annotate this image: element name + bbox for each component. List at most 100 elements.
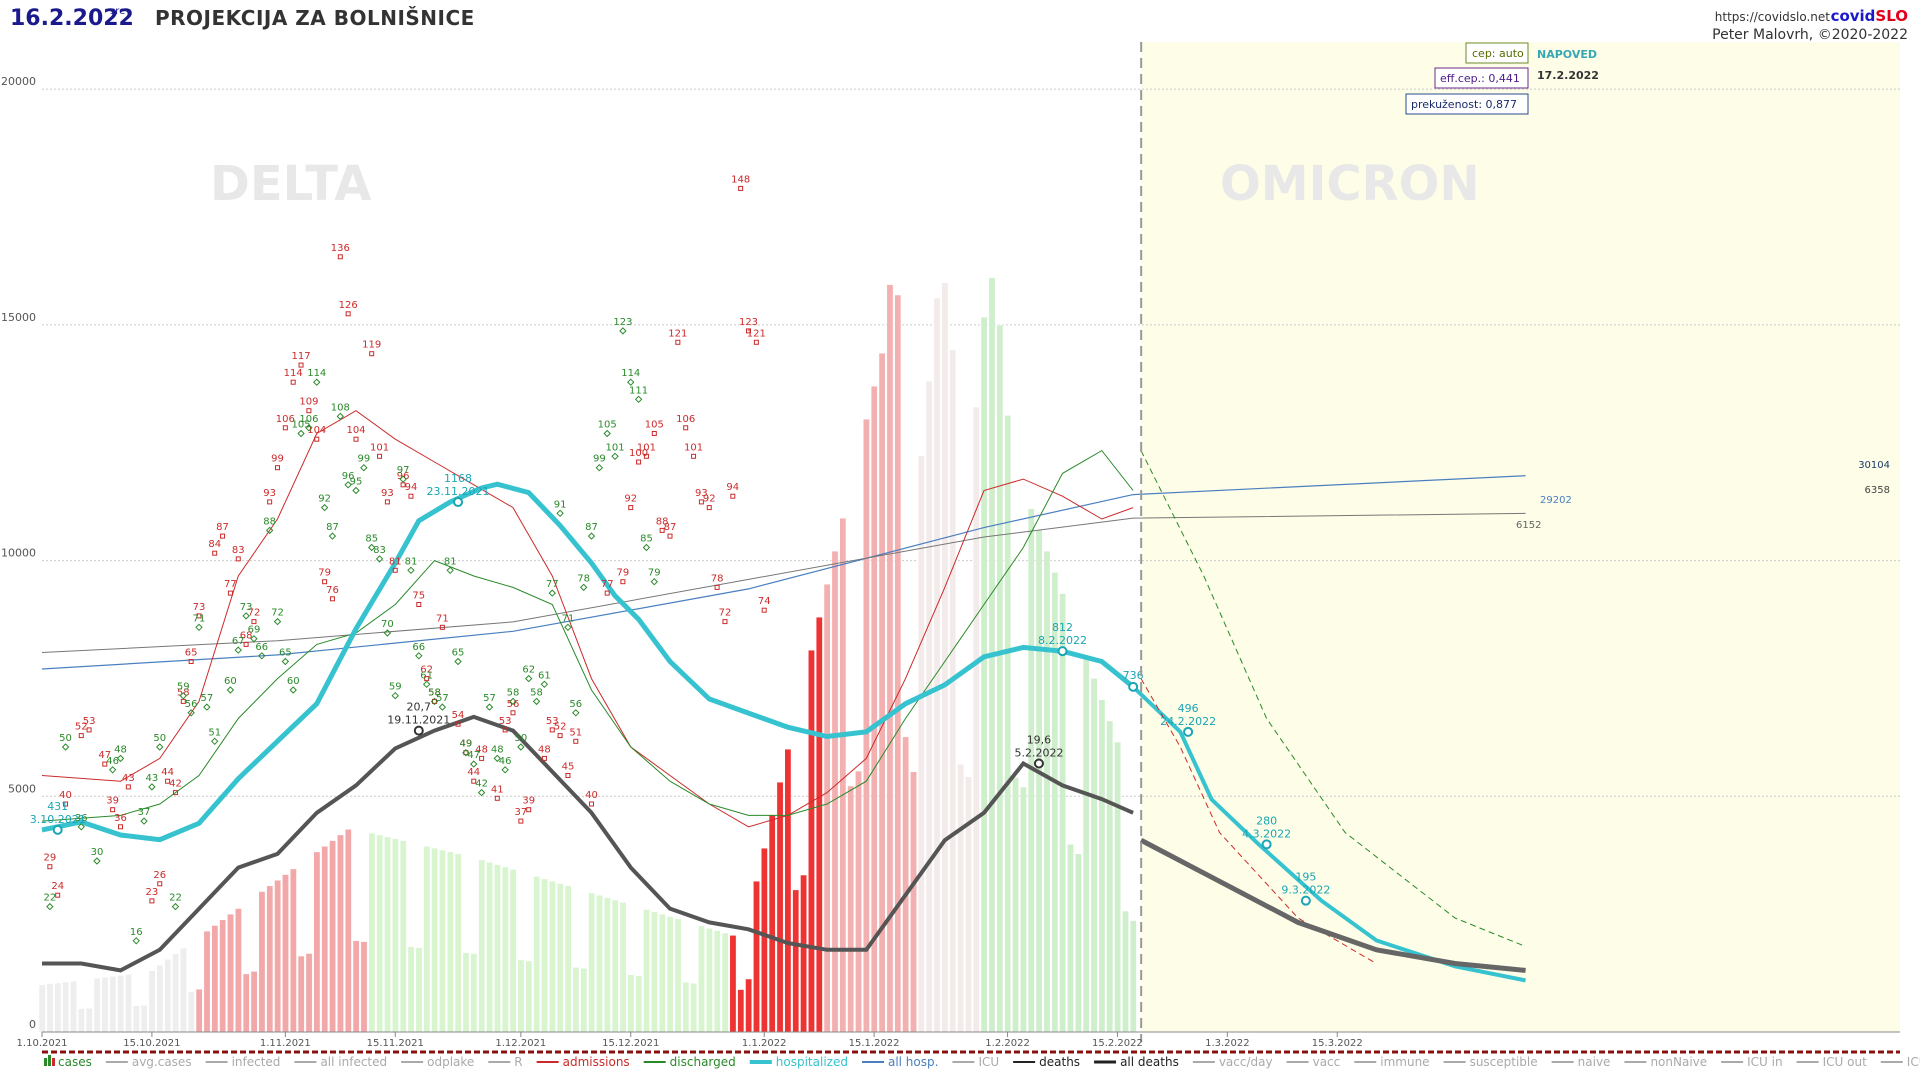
legend-item-r[interactable]: R <box>488 1055 523 1069</box>
discharged-point <box>611 452 619 461</box>
cases-bar <box>101 977 109 1033</box>
admissions-point <box>102 761 108 767</box>
cases-bar <box>132 1005 140 1033</box>
admissions-point <box>337 254 343 260</box>
admissions-value: 94 <box>405 482 418 493</box>
discharged-point <box>46 902 54 911</box>
admissions-value: 54 <box>452 710 465 721</box>
cases-bar <box>227 913 234 1033</box>
legend-item-all-deaths[interactable]: all deaths <box>1094 1055 1179 1069</box>
admissions-point <box>730 493 736 499</box>
legend-item-all-hosp-[interactable]: all hosp. <box>861 1055 938 1069</box>
admissions-point <box>220 533 226 539</box>
legend-item-admissions[interactable]: admissions <box>536 1055 630 1069</box>
legend[interactable]: cases avg.cases infected all infected odplak… <box>44 1055 1920 1069</box>
cases-bar <box>666 916 674 1033</box>
cases-bar <box>415 947 423 1033</box>
discharged-point <box>265 526 274 535</box>
legend-item-odplake[interactable]: odplake <box>401 1055 474 1069</box>
legend-item-immune[interactable]: immune <box>1354 1055 1430 1069</box>
legend-item-icu-in[interactable]: ICU in <box>1721 1055 1783 1069</box>
discharged-value: 69 <box>248 625 261 636</box>
admissions-point <box>267 499 273 505</box>
admissions-point <box>636 459 642 465</box>
legend-label: hospitalized <box>776 1055 848 1069</box>
series-date-label: 4.3.2022 <box>1242 827 1291 840</box>
discharged-point <box>619 327 627 335</box>
cases-bar <box>603 897 611 1033</box>
discharged-value: 16 <box>130 927 143 938</box>
series-marker <box>1033 758 1044 769</box>
admissions-point <box>589 801 594 807</box>
admissions-value: 77 <box>224 579 237 590</box>
cases-bar <box>808 649 815 1033</box>
legend-item-susceptible[interactable]: susceptible <box>1443 1055 1538 1069</box>
admissions-value: 121 <box>668 328 687 339</box>
admissions-point <box>518 818 524 824</box>
discharged-value: 91 <box>554 499 567 510</box>
admissions-point <box>282 425 288 431</box>
discharged-value: 37 <box>138 807 151 818</box>
legend-item-vacc[interactable]: vacc <box>1286 1055 1341 1069</box>
discharged-value: 96 <box>342 471 355 482</box>
legend-item-icu-out[interactable]: ICU out <box>1796 1055 1867 1069</box>
cases-bar <box>187 991 195 1033</box>
admissions-value: 136 <box>331 243 350 254</box>
legend-item-discharged[interactable]: discharged <box>643 1055 736 1069</box>
discharged-value: 81 <box>405 556 418 567</box>
discharged-point <box>407 566 415 575</box>
admissions-value: 123 <box>739 317 758 328</box>
cases-bar <box>800 874 808 1033</box>
source-url[interactable]: https://covidslo.net <box>1714 10 1830 24</box>
discharged-point <box>485 703 494 711</box>
discharged-value: 49 <box>460 739 473 750</box>
legend-item-deaths[interactable]: deaths <box>1013 1055 1080 1069</box>
legend-label: all deaths <box>1120 1055 1179 1069</box>
legend-item-infected[interactable]: infected <box>205 1055 281 1069</box>
admissions-point <box>212 550 218 556</box>
legend-item-all-infected[interactable]: all infected <box>294 1055 387 1069</box>
admissions-value: 109 <box>299 397 318 408</box>
admissions-point <box>408 493 414 499</box>
legend-label: discharged <box>670 1055 736 1069</box>
admissions-value: 48 <box>475 744 488 755</box>
admissions-value: 79 <box>318 568 331 579</box>
cases-bar <box>1020 786 1027 1033</box>
cases-bar <box>164 959 172 1033</box>
legend-item-naive[interactable]: naive <box>1551 1055 1611 1069</box>
discharged-value: 60 <box>287 676 300 687</box>
cases-bar <box>156 964 164 1033</box>
legend-item-nonnaive[interactable]: nonNaive <box>1624 1055 1707 1069</box>
cases-bar <box>1004 415 1012 1033</box>
admissions-value: 42 <box>169 779 182 790</box>
legend-item-icu-deaths[interactable]: ICU deaths <box>1880 1055 1920 1069</box>
admissions-value: 73 <box>193 602 206 613</box>
legend-item-hospitalized[interactable]: hospitalized <box>749 1055 848 1069</box>
legend-item-icu[interactable]: ICU <box>952 1055 999 1069</box>
admissions-point <box>55 892 61 898</box>
legend-item-cases[interactable]: cases <box>44 1055 92 1069</box>
discharged-point <box>242 612 250 620</box>
x-axis: 1.10.2021 15.10.2021 1.11.2021 15.11.2021 1.… <box>17 1031 1900 1054</box>
discharged-value: 105 <box>598 420 617 431</box>
admissions-value: 72 <box>248 608 261 619</box>
discharged-point <box>179 691 188 700</box>
deaths-cumulative-line <box>41 512 1526 653</box>
cases-bar <box>38 984 46 1033</box>
admissions-value: 117 <box>292 351 311 362</box>
series-marker <box>1261 839 1272 850</box>
cases-bar <box>250 971 258 1033</box>
discharged-value: 62 <box>522 665 535 676</box>
report-weekday: sre <box>110 6 126 17</box>
cases-bar <box>980 317 988 1033</box>
cases-bar <box>635 975 643 1033</box>
discharged-point <box>250 634 258 643</box>
discharged-value: 77 <box>546 579 559 590</box>
cases-bar <box>839 517 847 1033</box>
legend-item-vacc-day[interactable]: vacc/day <box>1192 1055 1273 1069</box>
series-value-label: 280 <box>1256 814 1277 827</box>
admissions-value: 87 <box>664 522 677 533</box>
admissions-value: 105 <box>645 420 664 431</box>
legend-item-avg-cases[interactable]: avg.cases <box>105 1055 192 1069</box>
admissions-value: 52 <box>554 722 567 733</box>
